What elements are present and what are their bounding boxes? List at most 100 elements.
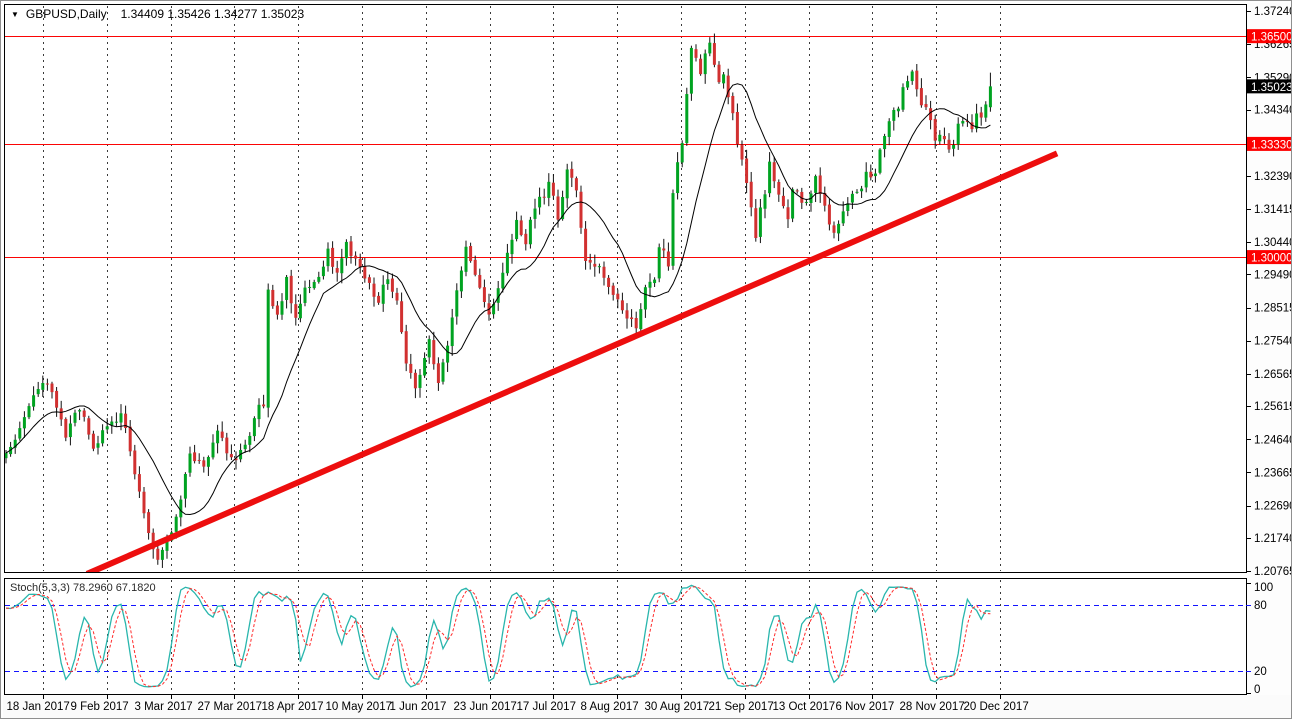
stochastic-axis[interactable]: 100 80 20 0 [1246,582,1273,696]
date-axis[interactable]: 18 Jan 2017 9 Feb 2017 3 Mar 2017 27 Mar 20… [7,695,1029,713]
stoch-axis-label: 80 [1254,600,1267,612]
price-axis-label: 1.20765 [1254,566,1292,578]
candle-body [441,362,445,382]
candle-body [96,443,100,448]
candle-body [708,42,712,54]
price-axis-label: 1.30440 [1254,237,1292,249]
candle-body [234,458,238,461]
candlestick-series[interactable] [5,33,992,568]
candle-body [372,283,376,297]
candle-body [570,168,574,178]
candle-body [685,94,689,144]
moving-average-line[interactable] [5,83,991,516]
date-axis-label: 13 Oct 2017 [773,701,836,713]
candle-body [50,383,54,393]
candle-body [124,413,128,429]
candle-body [561,196,565,220]
candle-body [832,225,836,233]
candle-body [482,287,486,302]
candle-body [119,413,123,423]
candle-body [952,144,956,149]
candle-body [892,109,896,121]
price-badge-value: 1.30000 [1251,253,1292,265]
candle-body [101,430,105,444]
candle-body [202,460,206,467]
candle-body [611,285,615,295]
candle-body [639,309,643,330]
candle-body [225,437,229,454]
candle-body [142,491,146,514]
candle-body [740,145,744,160]
candle-body [855,191,859,193]
candle-body [630,317,634,320]
candle-body [32,395,36,407]
candle-body [841,211,845,224]
candle-body [680,143,684,163]
candle-body [662,248,666,251]
candle-body [367,277,371,283]
candle-body [423,357,427,376]
candle-body [229,454,233,458]
horizontal-level-lines[interactable] [5,36,1246,258]
candle-body [915,70,919,90]
candle-body [588,259,592,263]
stoch-axis-label: 20 [1254,666,1267,678]
candle-body [648,281,652,288]
price-badge-value: 1.36500 [1251,32,1292,44]
candle-body [165,540,169,551]
stoch-signal-line[interactable] [5,586,991,688]
candle-body [331,247,335,267]
price-axis[interactable]: 1.372401.362651.352901.343401.323901.314… [1246,6,1292,578]
candle-body [22,417,26,429]
candle-body [216,430,220,444]
stoch-main-line[interactable] [5,584,991,688]
price-badge-resistance-level [1247,29,1291,44]
date-axis-label: 18 Apr 2017 [262,701,324,713]
main-chart-pane[interactable] [4,4,1247,573]
price-axis-label: 1.21740 [1254,533,1292,545]
candle-body [160,549,164,560]
candle-body [551,182,555,196]
candle-body [105,426,109,430]
candle-body [634,318,638,329]
candle-body [459,270,463,292]
price-axis-label: 1.31415 [1254,204,1292,216]
candle-body [538,196,542,208]
candle-body [349,241,353,256]
candle-body [988,86,992,108]
candle-body [450,317,454,347]
candle-body [335,268,339,273]
price-axis-label: 1.23665 [1254,467,1292,479]
date-axis-label: 28 Nov 2017 [900,701,965,713]
price-axis-label: 1.27540 [1254,336,1292,348]
stochastic-pane[interactable] [4,578,1247,695]
candle-body [965,120,969,122]
date-axis-label: 18 Jan 2017 [7,701,70,713]
candle-body [864,171,868,188]
price-axis-label: 1.32390 [1254,171,1292,183]
chart-title: ▼ GBPUSD,Daily 1.34409 1.35426 1.34277 1… [11,7,304,21]
candle-body [64,418,68,438]
price-badge-support-level [1247,250,1291,265]
candle-body [938,134,942,142]
candle-body [446,345,450,363]
candle-body [869,171,873,178]
stochastic-series [5,584,1246,688]
price-axis-label: 1.37240 [1254,6,1292,18]
candle-body [814,176,818,193]
candle-body [763,194,767,209]
candle-body [91,433,95,449]
candle-body [850,193,854,203]
symbol-dropdown-icon[interactable]: ▼ [11,9,19,19]
candle-body [18,428,22,439]
trend-line[interactable] [85,150,1059,573]
candle-body [257,404,261,420]
candle-body [933,118,937,141]
candle-body [924,104,928,108]
candle-body [280,301,284,315]
candle-body [354,255,358,259]
candle-body [114,421,118,423]
candle-body [73,412,77,423]
